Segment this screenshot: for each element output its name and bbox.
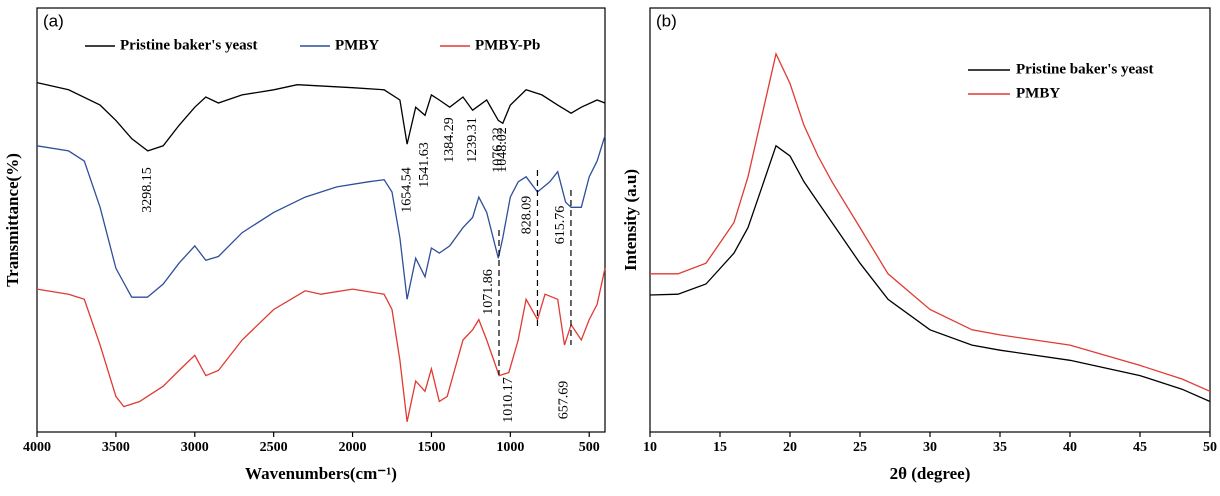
- x-tick-label: 50: [1203, 440, 1217, 455]
- peak-annotation: 615.76: [553, 206, 568, 245]
- x-tick-label: 45: [1133, 440, 1147, 455]
- peak-annotation: 3298.15: [140, 167, 155, 213]
- peak-annotation: 657.69: [557, 381, 572, 420]
- x-tick-label: 3500: [102, 440, 130, 455]
- x-tick-label: 20: [783, 440, 797, 455]
- plot-frame: [36, 7, 606, 433]
- x-tick-label: 30: [923, 440, 937, 455]
- x-tick-label: 1000: [496, 440, 524, 455]
- peak-annotation: 1654.54: [399, 167, 414, 213]
- peak-annotation: 1239.31: [465, 117, 480, 163]
- x-tick-label: 500: [579, 440, 600, 455]
- x-tick-label: 25: [853, 440, 867, 455]
- peak-annotation: 1541.63: [417, 142, 432, 188]
- y-axis-title: Transmittance(%): [3, 153, 22, 287]
- x-tick-label: 15: [713, 440, 727, 455]
- peak-annotation: 1071.86: [481, 269, 496, 315]
- peak-annotation: 1384.29: [442, 117, 457, 163]
- panel-label: (b): [656, 11, 677, 30]
- x-tick-label: 2500: [260, 440, 288, 455]
- x-tick-label: 4000: [23, 440, 51, 455]
- x-axis-title: Wavenumbers(cm⁻¹): [245, 464, 397, 483]
- x-tick-label: 3000: [181, 440, 209, 455]
- x-tick-label: 35: [993, 440, 1007, 455]
- x-axis-title: 2θ (degree): [890, 464, 971, 483]
- peak-annotation: 828.09: [520, 196, 535, 235]
- legend-label: PMBY: [1016, 85, 1060, 101]
- legend-label: Pristine baker's yeast: [1016, 61, 1153, 77]
- panel-label: (a): [43, 11, 64, 30]
- series-line: [36, 81, 606, 152]
- series-line: [650, 51, 1211, 392]
- peak-annotation: 1076.32: [491, 127, 506, 173]
- series-line: [649, 144, 1211, 403]
- x-tick-label: 40: [1063, 440, 1077, 455]
- x-tick-label: 1500: [417, 440, 445, 455]
- peak-annotation: 1048.02: [495, 127, 510, 173]
- series-line: [36, 268, 606, 422]
- x-tick-label: 10: [643, 440, 657, 455]
- peak-annotation: 1010.17: [501, 377, 516, 423]
- y-axis-title: Intensity (a.u): [621, 169, 640, 271]
- x-tick-label: 2000: [339, 440, 367, 455]
- legend-label: PMBY: [335, 37, 379, 53]
- series-line: [36, 135, 606, 300]
- legend-label: Pristine baker's yeast: [120, 37, 257, 53]
- legend-label: PMBY-Pb: [475, 37, 540, 53]
